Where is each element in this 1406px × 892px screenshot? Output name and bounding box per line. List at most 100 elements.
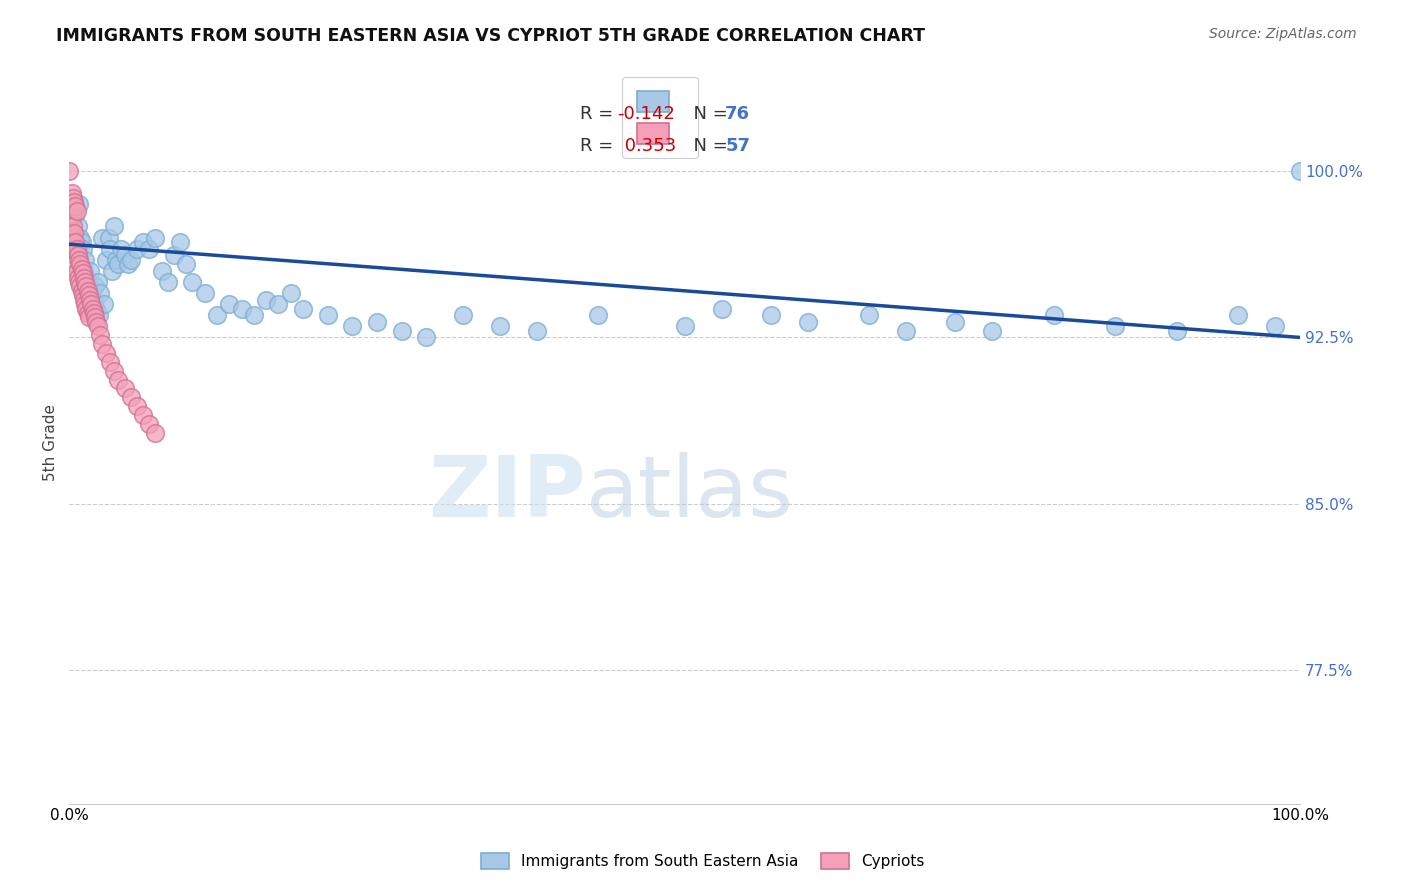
Point [59, 219, 82, 234]
Point [70, 235, 93, 249]
Point [89, 328, 111, 343]
Point [77, 279, 100, 293]
Point [451, 308, 474, 322]
Point [59, 197, 82, 211]
Point [62, 242, 84, 256]
Point [67, 197, 90, 211]
Point [132, 235, 155, 249]
Point [673, 319, 696, 334]
Point [125, 399, 148, 413]
Point [105, 252, 128, 267]
Point [86, 319, 108, 334]
Point [76, 275, 98, 289]
Point [65, 208, 87, 222]
Point [415, 330, 437, 344]
Point [63, 194, 86, 209]
Point [75, 270, 97, 285]
Point [150, 264, 173, 278]
Point [69, 257, 91, 271]
Point [60, 230, 83, 244]
Point [70, 261, 93, 276]
Point [63, 226, 86, 240]
Text: 76: 76 [725, 105, 751, 123]
Point [588, 308, 610, 322]
Text: -0.142: -0.142 [617, 105, 675, 123]
Point [174, 257, 197, 271]
Point [194, 286, 217, 301]
Point [98, 355, 121, 369]
Text: Source: ZipAtlas.com: Source: ZipAtlas.com [1209, 27, 1357, 41]
Point [87, 308, 110, 322]
Text: 0.353: 0.353 [620, 136, 676, 154]
Point [80, 286, 103, 301]
Text: R =: R = [581, 105, 619, 123]
Text: R =: R = [581, 136, 619, 154]
Point [366, 315, 388, 329]
Point [73, 293, 96, 307]
Point [120, 252, 142, 267]
Text: N =: N = [682, 105, 734, 123]
Point [138, 417, 160, 431]
Point [66, 248, 89, 262]
Point [96, 252, 118, 267]
Point [69, 279, 91, 293]
Point [181, 275, 204, 289]
Point [77, 310, 100, 325]
Point [83, 297, 105, 311]
Point [169, 235, 191, 249]
Point [98, 242, 121, 256]
Point [243, 308, 266, 322]
Point [82, 301, 104, 316]
Point [218, 297, 240, 311]
Point [58, 164, 80, 178]
Point [84, 315, 107, 329]
Point [945, 315, 967, 329]
Point [73, 264, 96, 278]
Point [1166, 324, 1188, 338]
Point [75, 297, 97, 311]
Text: IMMIGRANTS FROM SOUTH EASTERN ASIA VS CYPRIOT 5TH GRADE CORRELATION CHART: IMMIGRANTS FROM SOUTH EASTERN ASIA VS CY… [56, 27, 925, 45]
Text: 57: 57 [725, 136, 751, 154]
Point [156, 275, 179, 289]
Point [72, 242, 94, 256]
Point [75, 275, 97, 289]
Point [1264, 319, 1286, 334]
Point [72, 288, 94, 302]
Point [120, 390, 142, 404]
Point [79, 264, 101, 278]
Point [145, 425, 167, 440]
Y-axis label: 5th Grade: 5th Grade [44, 404, 58, 482]
Point [759, 308, 782, 322]
Point [205, 308, 228, 322]
Point [89, 286, 111, 301]
Point [138, 242, 160, 256]
Point [79, 293, 101, 307]
Point [66, 219, 89, 234]
Point [91, 337, 114, 351]
Point [62, 191, 84, 205]
Point [342, 319, 364, 334]
Point [86, 275, 108, 289]
Point [83, 306, 105, 320]
Point [84, 301, 107, 316]
Point [1043, 308, 1066, 322]
Point [62, 219, 84, 234]
Point [110, 242, 132, 256]
Point [67, 252, 90, 267]
Point [107, 373, 129, 387]
Point [82, 293, 104, 307]
Point [72, 266, 94, 280]
Point [76, 306, 98, 320]
Point [125, 242, 148, 256]
Point [91, 230, 114, 244]
Point [103, 219, 125, 234]
Point [1227, 308, 1250, 322]
Point [69, 230, 91, 244]
Point [489, 319, 512, 334]
Point [254, 293, 277, 307]
Point [65, 257, 87, 271]
Point [163, 248, 186, 262]
Point [894, 324, 917, 338]
Point [80, 297, 103, 311]
Text: N =: N = [682, 136, 734, 154]
